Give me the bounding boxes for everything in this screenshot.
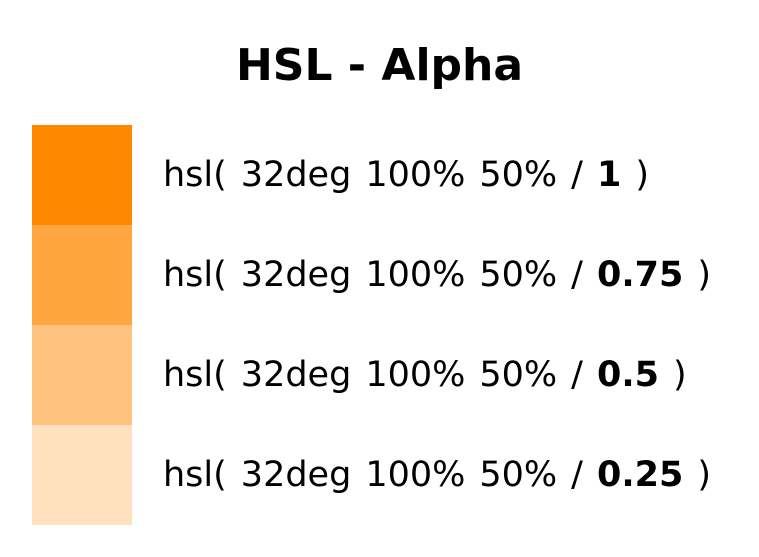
hsl-label-row: hsl( 32deg 100% 50% / 0.5 ) — [163, 325, 711, 425]
lightness-value: 50% — [479, 155, 558, 195]
alpha-value: 1 — [596, 155, 622, 195]
lightness-value: 50% — [479, 355, 558, 395]
alpha-value: 0.75 — [596, 255, 684, 295]
hsl-label-row: hsl( 32deg 100% 50% / 1 ) — [163, 125, 711, 225]
hsl-label-row: hsl( 32deg 100% 50% / 0.25 ) — [163, 425, 711, 525]
saturation-value: 100% — [365, 355, 466, 395]
slash-separator: / — [571, 155, 583, 195]
alpha-value: 0.25 — [596, 455, 684, 495]
saturation-value: 100% — [365, 155, 466, 195]
color-swatch-alpha-0-25 — [32, 425, 132, 525]
close-paren: ) — [672, 355, 687, 395]
saturation-value: 100% — [365, 255, 466, 295]
color-swatch-alpha-1 — [32, 125, 132, 225]
slash-separator: / — [571, 455, 583, 495]
hsl-prefix: hsl( — [163, 355, 227, 395]
page-title: HSL - Alpha — [235, 40, 524, 91]
hue-value: 32deg — [240, 455, 352, 495]
hsl-prefix: hsl( — [163, 155, 227, 195]
close-paren: ) — [635, 155, 649, 195]
lightness-value: 50% — [479, 455, 558, 495]
close-paren: ) — [697, 255, 711, 295]
alpha-value: 0.5 — [596, 355, 659, 395]
hue-value: 32deg — [240, 255, 352, 295]
hsl-prefix: hsl( — [163, 455, 227, 495]
hue-value: 32deg — [240, 355, 352, 395]
lightness-value: 50% — [479, 255, 558, 295]
hue-value: 32deg — [240, 155, 352, 195]
slash-separator: / — [571, 255, 583, 295]
color-swatch-alpha-0-75 — [32, 225, 132, 325]
saturation-value: 100% — [365, 455, 466, 495]
label-column: hsl( 32deg 100% 50% / 1 ) hsl( 32deg 100… — [163, 125, 711, 525]
hsl-label-row: hsl( 32deg 100% 50% / 0.75 ) — [163, 225, 711, 325]
hsl-prefix: hsl( — [163, 255, 227, 295]
close-paren: ) — [697, 455, 711, 495]
swatch-column — [32, 125, 132, 525]
color-swatch-alpha-0-5 — [32, 325, 132, 425]
slash-separator: / — [571, 355, 583, 395]
